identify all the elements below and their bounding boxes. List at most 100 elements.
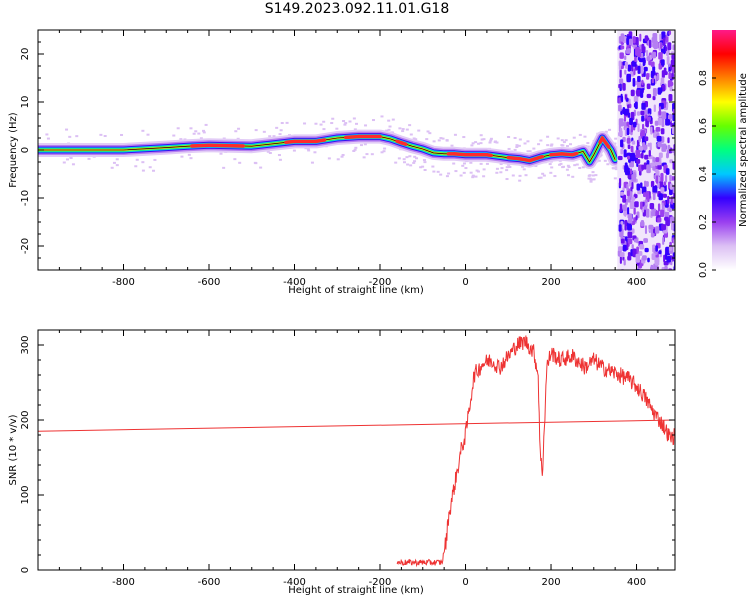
noise-cell — [668, 207, 672, 213]
spectrogram-halo — [450, 144, 454, 147]
spectrogram-halo — [322, 120, 326, 123]
noise-cell — [667, 195, 670, 205]
spectrogram-halo — [262, 130, 266, 133]
colorbar: 0.0 0.2 0.4 0.6 0.8 Normalized spectral ampl… — [698, 30, 749, 278]
noise-cell — [624, 94, 627, 100]
spectrogram-halo — [560, 144, 564, 147]
spectrogram-halo — [365, 153, 369, 156]
noise-cell — [639, 33, 642, 42]
spectrogram-halo — [285, 121, 289, 124]
spectrogram-halo — [515, 146, 519, 149]
noise-cell — [652, 95, 656, 101]
spectrogram-halo — [115, 164, 119, 167]
noise-cell — [657, 117, 663, 126]
spectrogram-halo — [565, 168, 569, 171]
noise-cell — [634, 56, 637, 63]
noise-cell — [661, 31, 666, 40]
spectrogram-halo — [569, 143, 573, 146]
noise-cell — [673, 150, 675, 156]
spectrogram-halo — [469, 161, 473, 164]
noise-cell — [647, 257, 650, 263]
spectrogram-halo — [382, 150, 386, 153]
spectrogram-halo — [432, 140, 436, 143]
spectrogram-halo — [280, 122, 284, 125]
spectrogram-halo — [495, 167, 499, 170]
noise-cell — [649, 202, 655, 210]
spectrogram-halo — [110, 166, 114, 169]
spectrogram-halo — [439, 137, 443, 140]
spectrogram-halo — [402, 158, 406, 161]
spectrogram-halo — [176, 127, 180, 130]
x-tick-label: -600 — [198, 277, 221, 288]
colorbar-label: Normalized spectral amplitude — [738, 73, 749, 227]
spectrogram-halo — [380, 151, 384, 154]
noise-cell — [641, 102, 646, 110]
noise-cell — [626, 137, 631, 144]
spectrogram-halo — [331, 117, 335, 120]
noise-cell — [652, 39, 656, 49]
spectrogram-halo — [578, 133, 582, 136]
spectrogram-peak — [600, 136, 611, 149]
noise-cell — [619, 178, 622, 187]
noise-cell — [640, 219, 645, 227]
spectrogram-halo — [500, 167, 504, 170]
spectrogram-halo — [499, 163, 503, 166]
spectrogram-halo — [278, 158, 282, 161]
spectrogram-halo — [526, 150, 530, 153]
spectrogram-halo — [565, 145, 569, 148]
spectrogram-halo — [370, 153, 374, 156]
spectrogram-halo — [279, 129, 283, 132]
spectrogram-halo — [485, 162, 489, 165]
noise-cell — [668, 72, 672, 80]
spectrogram-halo — [437, 139, 441, 142]
noise-cell — [646, 73, 650, 80]
colorbar-gradient — [712, 30, 736, 270]
spectrogram-halo — [511, 174, 515, 177]
spectrogram-halo — [71, 163, 75, 166]
noise-cell — [620, 33, 625, 42]
noise-cell — [657, 203, 661, 212]
spectrogram-halo — [612, 167, 616, 170]
noise-cell — [666, 149, 669, 158]
noise-cell — [631, 196, 636, 201]
noise-cell — [619, 203, 623, 212]
noise-cell — [632, 121, 637, 128]
noise-cell — [669, 174, 672, 182]
noise-cell — [640, 89, 644, 98]
spectrogram-halo — [524, 174, 528, 177]
snr-ylabel: SNR (10 * v/v) — [8, 414, 19, 485]
spectrogram-halo — [589, 178, 593, 181]
noise-cell — [618, 132, 621, 137]
spectrogram-halo — [45, 133, 49, 136]
noise-cell — [644, 225, 648, 234]
noise-cell — [630, 89, 635, 97]
noise-cell — [644, 247, 649, 253]
noise-cell — [657, 140, 662, 148]
spectrogram-halo — [272, 135, 276, 138]
spectrogram-halo — [494, 140, 498, 143]
spectrogram-halo — [394, 161, 398, 164]
spectrogram-halo — [187, 153, 191, 156]
spectrogram-halo — [428, 132, 432, 135]
spectrogram-halo — [387, 128, 391, 131]
spectrogram-ticks: -800 -600 -400 -200 0 200 400 -20 -10 0 10 20 — [20, 29, 675, 288]
noise-cell — [636, 89, 641, 97]
y-tick-label: -20 — [20, 238, 31, 254]
noise-cell — [640, 182, 643, 189]
spectrogram-halo — [445, 139, 449, 142]
spectrogram-halo — [561, 165, 565, 168]
spectrogram-halo — [462, 171, 466, 174]
noise-cell — [627, 207, 630, 215]
spectrogram-halo — [383, 147, 387, 150]
spectrogram-halo — [146, 133, 150, 136]
noise-cell — [657, 217, 662, 223]
noise-cell — [636, 246, 640, 256]
spectrogram-halo — [403, 161, 407, 164]
spectrogram-halo — [537, 143, 541, 146]
noise-cell — [618, 83, 621, 89]
noise-cell — [622, 244, 627, 252]
noise-cell — [638, 251, 643, 256]
noise-cell — [669, 81, 674, 86]
spectrogram-halo — [414, 138, 418, 141]
